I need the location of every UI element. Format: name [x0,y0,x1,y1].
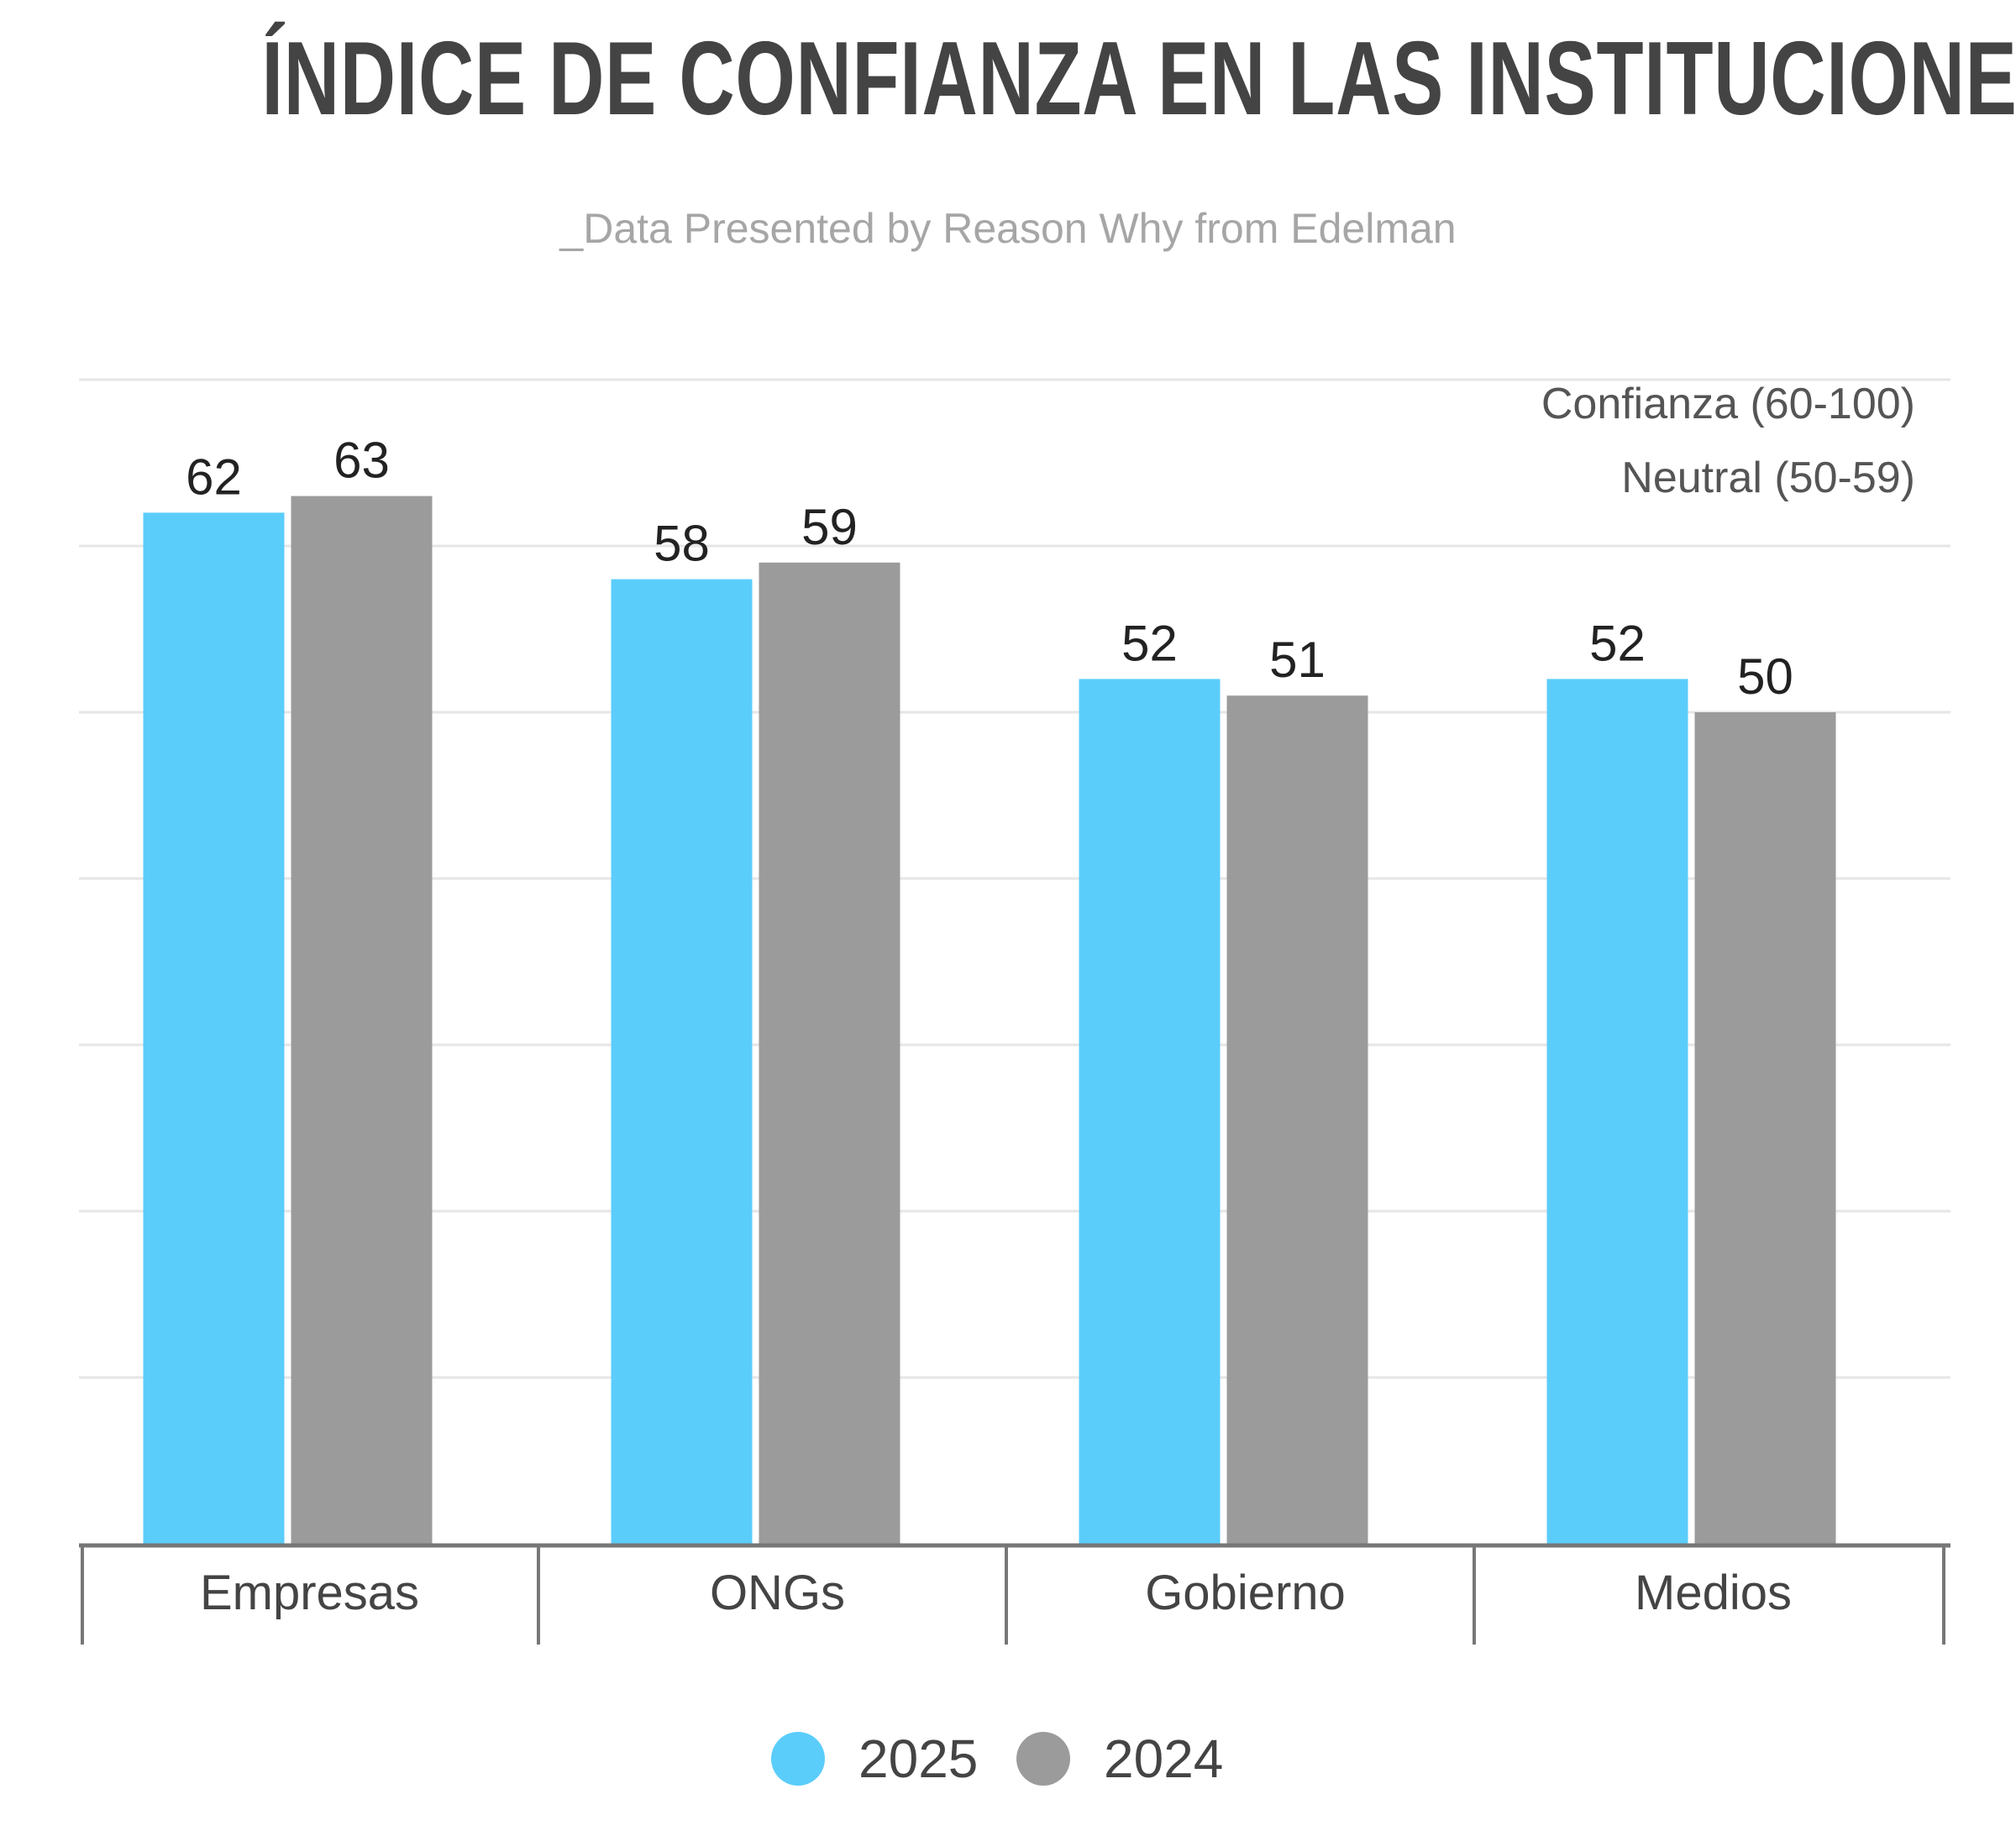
data-label: 52 [1121,615,1178,671]
data-labels: 62 63 58 59 52 51 52 50 [186,433,1793,705]
legend-marker-2025 [771,1732,825,1786]
category-label: Empresas [200,1566,419,1620]
data-label: 63 [333,433,390,489]
annotation-confianza: Confianza (60-100) [1541,380,1915,428]
bar-2024-empresas [291,496,433,1544]
category-label: ONGs [710,1566,845,1620]
chart-title: ÍNDICE DE CONFIANZA EN LAS INSTITUCIONES [261,21,2016,137]
bar-2025-empresas [143,512,285,1544]
x-axis: Empresas ONGs Gobierno Medios [79,1543,1950,1645]
chart-subtitle: _Data Presented by Reason Why from Edelm… [559,205,1457,252]
bar-2025-ongs [611,579,753,1544]
bar-2024-medios [1694,712,1836,1544]
data-label: 62 [186,449,242,505]
category-label: Medios [1635,1566,1792,1620]
data-label: 50 [1737,648,1793,705]
legend-label: 2025 [858,1729,978,1789]
legend: 2025 2024 [771,1729,1223,1789]
bar-2024-ongs [759,562,900,1544]
data-label: 58 [654,516,710,572]
bar-2025-medios [1546,679,1688,1544]
bar-2025-gobierno [1079,679,1221,1544]
legend-label: 2024 [1104,1729,1223,1789]
annotation-neutral: Neutral (50-59) [1621,454,1915,502]
data-label: 52 [1589,615,1646,671]
category-label: Gobierno [1145,1566,1346,1620]
data-label: 59 [801,499,858,555]
legend-marker-2024 [1016,1732,1070,1786]
bars [143,496,1836,1544]
bar-2024-gobierno [1226,695,1368,1544]
data-label: 51 [1269,632,1326,688]
